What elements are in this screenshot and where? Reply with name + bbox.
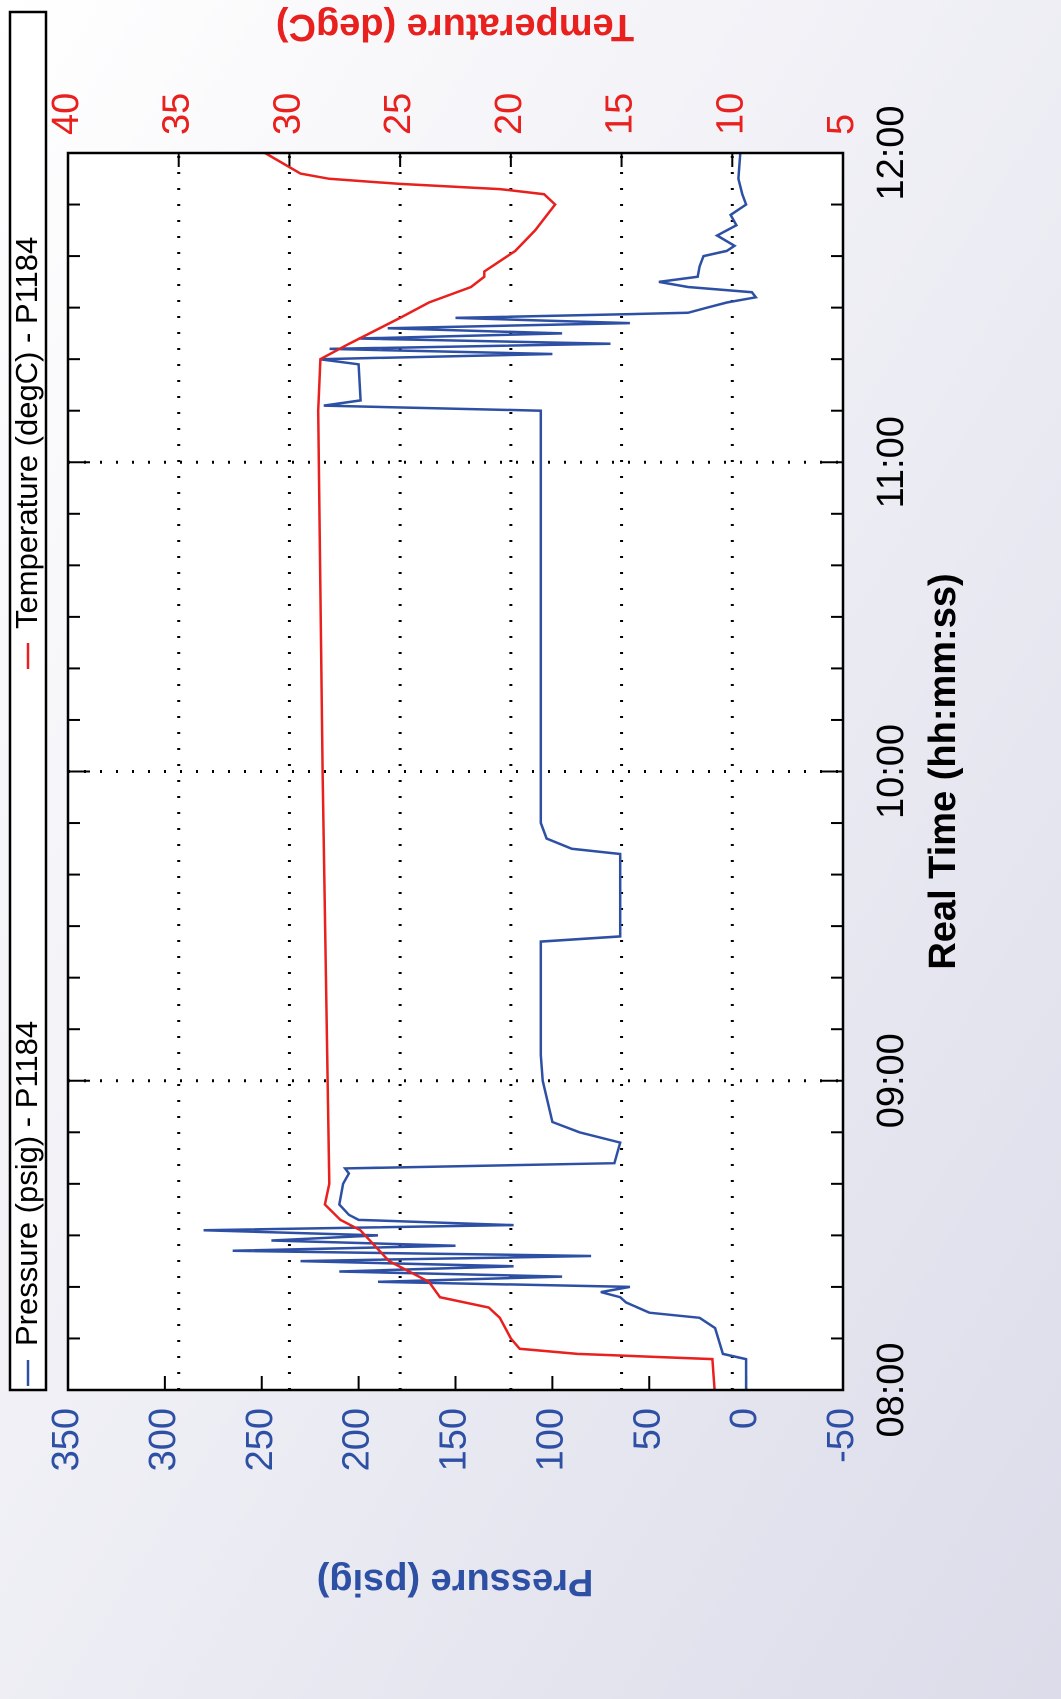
y2-tick-label: 40 (45, 93, 87, 135)
y2-tick-label: 15 (599, 93, 641, 135)
y-tick-label: 250 (239, 1408, 281, 1471)
x-tick-label: 12:00 (870, 105, 912, 200)
legend-label: Pressure (psig) - P1184 (9, 1021, 44, 1346)
y-tick-label: 150 (433, 1408, 475, 1471)
y2-tick-label: 10 (709, 93, 751, 135)
plot-border (66, 151, 845, 1392)
y-tick-label: 0 (723, 1408, 765, 1429)
x-tick-label: 08:00 (870, 1342, 912, 1437)
y2-axis-title: Temperature (degC) (276, 6, 634, 48)
y-tick-label: -50 (820, 1408, 862, 1463)
y2-tick-label: 35 (156, 93, 198, 135)
plot-area (68, 153, 843, 1390)
y2-tick-label: 30 (266, 93, 308, 135)
legend-box (8, 10, 48, 1392)
y-tick-label: 350 (45, 1408, 87, 1471)
y-tick-label: 100 (529, 1408, 571, 1471)
y2-tick-label: 5 (820, 114, 862, 135)
series-line (264, 151, 716, 1391)
y2-tick-label: 20 (488, 93, 530, 135)
series-line (203, 152, 759, 1390)
y2-tick-label: 25 (377, 93, 419, 135)
x-tick-label: 10:00 (870, 724, 912, 819)
y-tick-label: 50 (626, 1408, 668, 1450)
chart-frame: 08:00 09:00 10:00 11:00 12:00 -50 0 50 100 150 200… (8, 6, 964, 1603)
y-tick-label: 300 (142, 1408, 184, 1471)
x-tick-label: 09:00 (870, 1033, 912, 1128)
y-tick-label: 200 (336, 1408, 378, 1471)
x-tick-label: 11:00 (870, 416, 912, 508)
x-axis-title: Real Time (hh:mm:ss) (922, 573, 964, 969)
legend-label: Temperature (degC) - P1184 (9, 237, 44, 629)
y-axis-title: Pressure (psig) (317, 1561, 594, 1603)
